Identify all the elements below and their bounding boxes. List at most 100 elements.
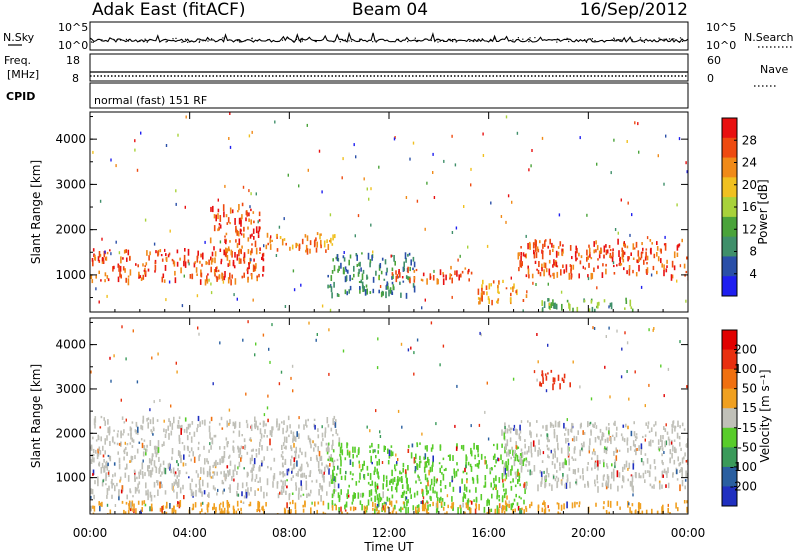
power-cell-6: [535, 240, 537, 247]
noise-search-point: [293, 41, 295, 43]
velocity-cell-0: [338, 437, 341, 444]
power-cell-1: [243, 226, 245, 232]
velocity-cell-2: [607, 475, 610, 483]
velocity-scatter-cell: [292, 389, 294, 393]
velocity-cell-2: [586, 466, 589, 472]
power-cell-0: [138, 271, 140, 277]
velocity-cell-0: [217, 462, 219, 465]
velocity-cell-1: [397, 476, 399, 480]
power-scatter-cell: [433, 269, 435, 273]
velocity-scatter-cell: [663, 394, 665, 398]
velocity-cell-0: [335, 429, 337, 434]
velocity-cell-1: [386, 496, 389, 502]
velocity-cell-1: [374, 485, 377, 488]
power-cell-6: [522, 252, 525, 257]
velocity-cell-0: [284, 480, 286, 487]
velocity-cell-0: [324, 466, 326, 473]
velocity-cell-2: [601, 482, 604, 488]
velocity-cell-1: [467, 498, 470, 503]
velocity-cell-4: [144, 503, 147, 507]
velocity-cell-1: [502, 479, 504, 483]
velocity-cell-0: [282, 455, 284, 460]
velocity-cell-4: [556, 502, 559, 505]
velocity-cell-1: [462, 470, 465, 474]
velocity-cell-2: [599, 460, 601, 465]
velocity-cell-0: [261, 445, 263, 451]
velocity-cell-0: [93, 494, 95, 500]
velocity-cell-4: [566, 501, 568, 509]
velocity-cell-1: [361, 504, 363, 511]
velocity-cell-1: [440, 480, 442, 484]
velocity-cell-1: [400, 494, 403, 498]
power-cell-7: [555, 304, 558, 310]
power-scatter-cell: [366, 187, 368, 191]
velocity-cell-1: [362, 492, 365, 497]
noise-search-point: [494, 38, 496, 40]
velocity-cell-0: [310, 444, 312, 449]
velocity-cell-0: [264, 429, 266, 434]
power-cell-0: [243, 260, 246, 264]
velocity-cell-1: [510, 503, 513, 511]
velocity-cell-2: [591, 451, 594, 455]
velocity-cell-0: [232, 446, 235, 453]
velocity-cell-1: [470, 466, 473, 472]
velocity-cell-1: [416, 465, 419, 471]
velocity-cell-1: [388, 449, 391, 456]
velocity-scatter-cell: [290, 376, 292, 380]
velocity-cell-4: [478, 504, 480, 511]
velocity-cell-4: [128, 500, 131, 507]
velocity-cell-2: [632, 463, 635, 470]
power-cell-6: [644, 256, 647, 261]
power-cell-6: [521, 261, 523, 267]
velocity-cell-0: [136, 476, 138, 480]
noise-tick-right-top: 10^5: [706, 21, 736, 34]
power-cell-6: [635, 272, 638, 277]
power-cell-0: [119, 265, 122, 272]
power-cell-5: [481, 284, 483, 290]
velocity-scatter-cell: [312, 440, 314, 444]
power-cell-0: [90, 274, 93, 279]
velocity-cell-1: [409, 487, 411, 494]
velocity-cell-2: [527, 420, 529, 423]
velocity-cell-0: [281, 451, 284, 454]
velocity-cell-0: [258, 447, 260, 455]
power-cell-6: [623, 242, 625, 247]
velocity-cell-0: [290, 447, 293, 452]
velocity-cell-2: [594, 462, 596, 469]
power-scatter-cell: [459, 254, 461, 258]
velocity-scatter-cell: [667, 367, 670, 371]
velocity-cell-1: [439, 467, 441, 473]
velocity-cell-1: [511, 503, 514, 508]
power-scatter-cell: [612, 261, 615, 265]
velocity-cell-2: [579, 475, 582, 479]
power-cell-3: [335, 256, 338, 260]
velocity-cell-1: [440, 488, 442, 493]
velocity-cell-2: [567, 428, 570, 436]
velocity-cell-4: [140, 509, 142, 514]
velocity-cell-2: [646, 458, 649, 464]
power-scatter-cell: [685, 299, 687, 303]
velocity-cell-1: [385, 502, 387, 506]
velocity-cell-0: [101, 481, 104, 487]
velocity-cell-0: [140, 424, 142, 430]
velocity-cell-0: [288, 434, 290, 438]
velocity-cell-1: [517, 479, 519, 484]
velocity-cell-0: [145, 490, 147, 496]
velocity-cell-2: [635, 448, 637, 456]
power-cell-0: [179, 257, 181, 261]
velocity-cell-0: [153, 460, 156, 467]
velocity-cell-0: [313, 447, 315, 452]
power-cell-6: [626, 245, 629, 249]
velocity-cell-0: [253, 464, 255, 468]
velocity-cell-2: [559, 462, 561, 467]
velocity-cell-0: [325, 464, 328, 468]
velocity-cell-2: [526, 460, 528, 463]
velocity-cell-2: [675, 448, 677, 454]
power-scatter-cell: [482, 132, 484, 136]
velocity-cell-0: [131, 421, 134, 424]
velocity-cell-0: [107, 427, 109, 433]
velocity-cell-1: [505, 488, 507, 495]
velocity-scatter-cell: [665, 423, 667, 427]
power-cell-6: [588, 262, 590, 268]
power-scatter-cell: [372, 250, 374, 254]
